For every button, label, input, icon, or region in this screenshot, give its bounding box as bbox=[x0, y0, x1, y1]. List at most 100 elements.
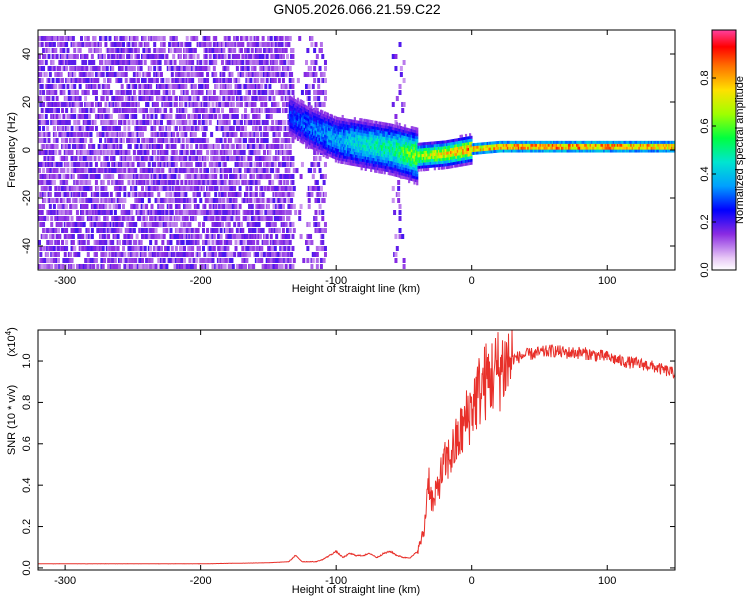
spectrogram-cell bbox=[141, 228, 145, 233]
spectrogram-cell bbox=[89, 168, 93, 173]
spectrogram-cell bbox=[306, 246, 310, 251]
spectrogram-cell bbox=[265, 60, 269, 65]
spectrogram-cell bbox=[241, 174, 245, 179]
spectrogram-cell bbox=[131, 114, 135, 119]
spectrogram-cell bbox=[170, 72, 174, 77]
spectrogram-cell bbox=[142, 168, 146, 173]
spectrogram-ridge-cell bbox=[317, 117, 320, 121]
spectrogram-ridge-cell bbox=[325, 152, 328, 156]
spectrogram-cell bbox=[280, 36, 284, 41]
spectrogram-cell bbox=[65, 42, 69, 47]
spectrogram-cell bbox=[70, 138, 74, 143]
spectrogram-ridge-cell bbox=[310, 122, 313, 126]
spectrogram-cell bbox=[126, 270, 129, 275]
spectrogram-cell bbox=[73, 72, 77, 77]
spectrogram-cell bbox=[323, 90, 327, 95]
spectrogram-cell bbox=[123, 186, 127, 191]
spectrogram-ridge-cell bbox=[304, 122, 308, 126]
spectrogram-cell bbox=[239, 120, 243, 125]
spectrogram-cell bbox=[222, 198, 226, 203]
spectrogram-cell bbox=[207, 66, 211, 71]
spectrogram-ridge-cell bbox=[290, 113, 293, 117]
spectrogram-ridge-cell bbox=[313, 144, 316, 148]
spectrogram-cell bbox=[150, 156, 154, 161]
spectrogram-cell bbox=[40, 216, 44, 221]
spectrogram-cell bbox=[78, 144, 82, 149]
spectrogram-cell bbox=[91, 270, 94, 275]
spectrogram-cell bbox=[67, 198, 71, 203]
spectrogram-cell bbox=[235, 234, 239, 239]
spectrogram-cell bbox=[59, 264, 63, 269]
spectrogram-cell bbox=[398, 42, 402, 47]
spectrogram-cell bbox=[222, 72, 226, 77]
spectrogram-cell bbox=[168, 270, 171, 275]
spectrogram-cell bbox=[43, 216, 47, 221]
spectrogram-cell bbox=[176, 234, 180, 239]
spectrogram-cell bbox=[126, 156, 130, 161]
spectrogram-ridge-cell bbox=[334, 139, 338, 143]
spectrogram-cell bbox=[260, 60, 264, 65]
spectrogram-cell bbox=[96, 48, 100, 53]
spectrogram-cell bbox=[177, 174, 181, 179]
spectrogram-ridge-cell bbox=[328, 153, 331, 157]
spectrogram-cell bbox=[101, 252, 105, 257]
spectrogram-cell bbox=[51, 234, 55, 239]
spectrogram-cell bbox=[218, 252, 222, 257]
spectrogram-cell bbox=[135, 126, 139, 131]
spectrogram-cell bbox=[119, 258, 123, 263]
spectrogram-cell bbox=[147, 48, 151, 53]
spectrogram-cell bbox=[75, 186, 79, 191]
spectrogram-cell bbox=[250, 48, 254, 53]
spectrogram-cell bbox=[136, 54, 140, 59]
spectrogram-ridge-cell bbox=[334, 124, 338, 128]
spectrogram-cell bbox=[307, 222, 311, 227]
spectrogram-cell bbox=[92, 144, 96, 149]
spectrogram-cell bbox=[62, 174, 66, 179]
spectrogram-cell bbox=[254, 96, 258, 101]
spectrogram-cell bbox=[241, 126, 245, 131]
spectrogram-cell bbox=[47, 132, 51, 137]
spectrogram-ridge-cell bbox=[319, 126, 323, 130]
spectrogram-cell bbox=[38, 168, 41, 173]
spectrogram-cell bbox=[88, 102, 92, 107]
spectrogram-ridge-cell bbox=[292, 98, 295, 102]
spectrogram-ridge-cell bbox=[336, 125, 339, 129]
spectrogram-ridge-cell bbox=[306, 114, 309, 118]
spectrogram-ridge-cell bbox=[303, 127, 306, 131]
spectrogram-ridge-cell bbox=[311, 129, 314, 133]
spectrogram-ridge-cell bbox=[317, 148, 320, 152]
spectrogram-cell bbox=[269, 36, 273, 41]
spectrogram-cell bbox=[54, 264, 58, 269]
spectrogram-ridge-cell bbox=[311, 108, 314, 112]
spectrogram-ridge-cell bbox=[334, 127, 338, 131]
spectrogram-ridge-cell bbox=[315, 119, 319, 123]
spectrogram-cell bbox=[260, 186, 264, 191]
spectrogram-cell bbox=[101, 36, 105, 41]
spectrogram-cell bbox=[272, 96, 276, 101]
spectrogram-ridge-cell bbox=[333, 124, 336, 128]
spectrogram-cell bbox=[315, 102, 319, 107]
spectrogram-ridge-cell bbox=[291, 97, 294, 101]
spectrogram-cell bbox=[196, 204, 200, 209]
spectrogram-cell bbox=[235, 150, 239, 155]
spectrogram-cell bbox=[56, 222, 60, 227]
spectrogram-ridge-cell bbox=[319, 121, 323, 125]
spectrogram-cell bbox=[256, 138, 260, 143]
spectrogram-cell bbox=[177, 138, 181, 143]
spectrogram-cell bbox=[43, 264, 47, 269]
spectrogram-cell bbox=[287, 90, 291, 95]
spectrogram-cell bbox=[176, 252, 180, 257]
spectrogram-cell bbox=[86, 186, 90, 191]
spectrogram-cell bbox=[280, 72, 284, 77]
spectrogram-cell bbox=[186, 270, 189, 275]
spectrogram-cell bbox=[117, 180, 121, 185]
spectrogram-cell bbox=[191, 168, 195, 173]
spectrogram-ridge-cell bbox=[336, 131, 339, 135]
spectrogram-cell bbox=[219, 234, 223, 239]
spectrogram-cell bbox=[38, 240, 41, 245]
spectrogram-cell bbox=[149, 240, 153, 245]
spectrogram-cell bbox=[249, 246, 253, 251]
spectrogram-cell bbox=[275, 60, 279, 65]
spectrogram-cell bbox=[52, 108, 56, 113]
spectrogram-ridge-cell bbox=[328, 147, 331, 151]
